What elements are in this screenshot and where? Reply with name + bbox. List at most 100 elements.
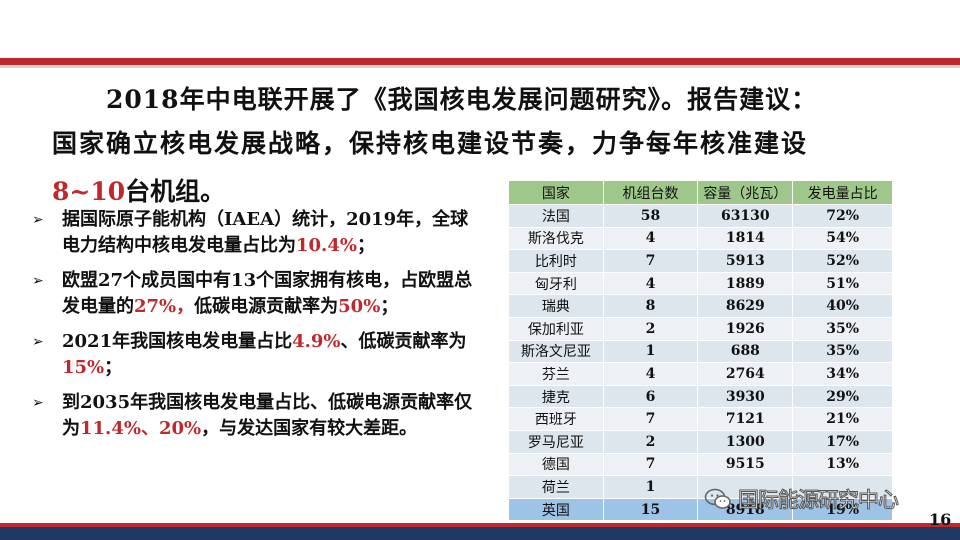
table-row: 德国 7 9515 13%: [508, 452, 893, 477]
table-row: 英国 15 8918 19%: [508, 497, 893, 522]
cell-units: 15: [602, 497, 699, 522]
bullet-text: ；: [380, 296, 399, 317]
cell-units: 4: [602, 226, 699, 251]
cell-units: 4: [602, 362, 699, 386]
highlight-value: 27%，: [134, 296, 195, 317]
top-accent-stripe: [0, 65, 960, 68]
cell-share: 35%: [792, 339, 893, 364]
cell-share: 72%: [792, 204, 893, 228]
cell-capacity: 3930: [697, 384, 794, 409]
table-row: 法国 58 63130 72%: [508, 204, 893, 228]
cell-share: 54%: [792, 226, 893, 251]
cell-share: 21%: [792, 407, 893, 431]
table-row: 斯洛伐克 4 1814 54%: [508, 226, 893, 251]
cell-country: 保加利亚: [508, 316, 604, 341]
table-row: 芬兰 4 2764 34%: [508, 362, 893, 386]
bullet-item: ➢ 据国际原子能机构（IAEA）统计，2019年，全球电力结构中核电发电量占比为1…: [30, 207, 480, 259]
cell-country: 匈牙利: [508, 271, 604, 296]
cell-share: [792, 475, 893, 499]
cell-units: 58: [602, 204, 699, 228]
highlight-value: 11.4%、20%: [80, 418, 202, 439]
cell-country: 捷克: [508, 384, 604, 409]
cell-capacity: 1926: [697, 316, 794, 341]
arrow-bullet-icon: ➢: [32, 212, 44, 228]
cell-units: 6: [602, 384, 699, 409]
cell-capacity: 1889: [697, 271, 794, 296]
cell-units: 8: [602, 294, 699, 318]
cell-country: 西班牙: [508, 407, 604, 431]
wechat-icon: [704, 488, 731, 509]
cell-country: 斯洛伐克: [508, 226, 604, 251]
cell-capacity: 688: [697, 339, 794, 364]
cell-share: 29%: [792, 384, 893, 409]
cell-capacity: 7121: [697, 407, 794, 431]
watermark: 国际能源研究中心: [704, 485, 900, 513]
highlight-value: 15%: [62, 357, 105, 378]
table-row: 保加利亚 2 1926 35%: [508, 316, 893, 341]
highlight-value: 4.9%: [292, 331, 341, 352]
table-row: 比利时 7 5913 52%: [508, 249, 893, 273]
bullet-text: 到2035年我国核电发电量占比、低碳电源贡献率仅为: [62, 392, 473, 439]
cell-country: 瑞典: [508, 294, 604, 318]
title-line3-rest: 台机组。: [125, 177, 226, 206]
bullet-text: ；: [356, 235, 375, 256]
cell-country: 德国: [508, 452, 604, 477]
table-row: 匈牙利 4 1889 51%: [508, 271, 893, 296]
bullet-text: ；: [104, 357, 123, 378]
watermark-text: 国际能源研究中心: [738, 488, 900, 513]
table-row: 斯洛文尼亚 1 688 35%: [508, 339, 893, 364]
top-accent-bar: [0, 58, 960, 65]
bullet-text: 欧盟27个成员国中有13个国家拥有核电，占欧盟总发电量的: [62, 270, 473, 317]
unit-count-highlight: 8~10: [52, 177, 126, 206]
cell-units: 7: [602, 452, 699, 477]
header-capacity: 容量（兆瓦）: [697, 180, 794, 205]
cell-share: 17%: [792, 429, 893, 454]
cell-country: 法国: [508, 204, 604, 228]
cell-capacity: 1814: [697, 226, 794, 251]
cell-country: 罗马尼亚: [508, 429, 604, 454]
cell-capacity: 2764: [697, 362, 794, 386]
table-row: 捷克 6 3930 29%: [508, 384, 893, 409]
bullet-text: ，与发达国家有较大差距。: [201, 418, 418, 439]
cell-share: 35%: [792, 316, 893, 341]
table-row: 西班牙 7 7121 21%: [508, 407, 893, 431]
nuclear-power-table: 国家 机组台数 容量（兆瓦） 发电量占比 法国 58 63130 72% 斯洛伐克 4 18…: [508, 180, 893, 522]
cell-units: 1: [602, 475, 699, 499]
cell-units: 4: [602, 271, 699, 296]
header-country: 国家: [508, 180, 604, 205]
cell-capacity: 63130: [697, 204, 794, 228]
cell-share: 52%: [792, 249, 893, 273]
highlight-value: 10.4%: [296, 235, 357, 256]
table-row: 瑞典 8 8629 40%: [508, 294, 893, 318]
cell-capacity: 1300: [697, 429, 794, 454]
cell-share: 40%: [792, 294, 893, 318]
arrow-bullet-icon: ➢: [32, 334, 44, 350]
highlight-value: 50%: [338, 296, 381, 317]
cell-share: 51%: [792, 271, 893, 296]
bullet-text: 、低碳贡献率为: [340, 331, 467, 352]
cell-share: 34%: [792, 362, 893, 386]
cell-country: 比利时: [508, 249, 604, 273]
cell-share: 19%: [792, 497, 893, 522]
slide-title-line3: 8~10台机组。: [52, 172, 225, 208]
cell-country: 荷兰: [508, 475, 604, 499]
bottom-accent-stripe: [0, 523, 960, 527]
bullet-text: 2021年我国核电发电量占比: [62, 331, 293, 352]
bullet-text: 低碳电源贡献率为: [194, 296, 339, 317]
table-row: 罗马尼亚 2 1300 17%: [508, 429, 893, 454]
slide-title-line2: 国家确立核电发展战略，保持核电建设节奏，力争每年核准建设: [52, 129, 809, 158]
cell-country: 芬兰: [508, 362, 604, 386]
slide-title-line1: 2018年中电联开展了《我国核电发展问题研究》。报告建议：: [106, 85, 818, 114]
cell-share: 13%: [792, 452, 893, 477]
table-header-row: 国家 机组台数 容量（兆瓦） 发电量占比: [508, 180, 893, 205]
cell-units: 2: [602, 429, 699, 454]
arrow-bullet-icon: ➢: [32, 273, 44, 289]
cell-capacity: 5913: [697, 249, 794, 273]
bullet-item: ➢ 2021年我国核电发电量占比4.9%、低碳贡献率为 15%；: [30, 329, 480, 381]
cell-country: 英国: [508, 497, 604, 522]
header-share: 发电量占比: [792, 180, 893, 205]
bullet-item: ➢ 欧盟27个成员国中有13个国家拥有核电，占欧盟总发电量的27%，低碳电源贡献率…: [30, 268, 480, 320]
cell-units: 1: [602, 339, 699, 364]
table-row: 荷兰 1: [508, 475, 893, 499]
cell-units: 7: [602, 249, 699, 273]
